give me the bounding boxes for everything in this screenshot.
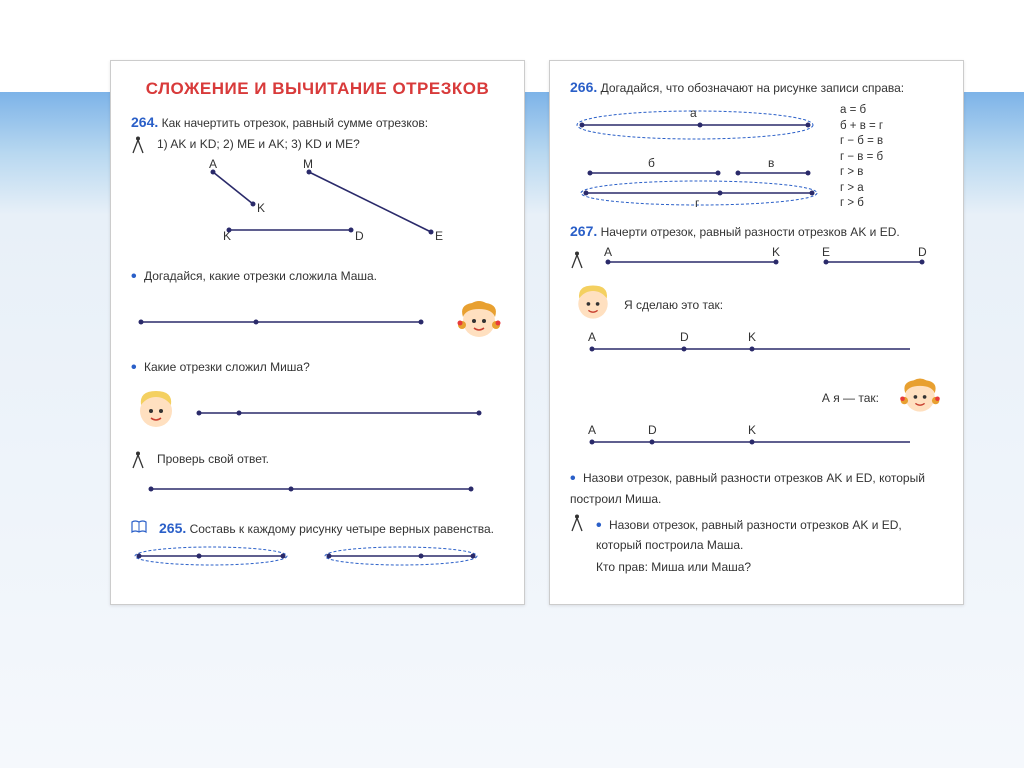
ex-text: Составь к каждому рисунку четыре верных … xyxy=(190,522,494,536)
svg-text:K: K xyxy=(748,331,756,344)
q1-text: Назови отрезок, равный разности отрезков… xyxy=(570,471,925,505)
eqn: г − в = б xyxy=(840,150,883,166)
exercise-265: 265. Составь к каждому рисунку четыре ве… xyxy=(131,518,504,568)
left-page: СЛОЖЕНИЕ И ВЫЧИТАНИЕ ОТРЕЗКОВ 264. Как н… xyxy=(110,60,525,605)
eqn: а = б xyxy=(840,103,883,119)
svg-text:E: E xyxy=(435,229,443,243)
ex-num: 267. xyxy=(570,223,597,239)
eqn: г > в xyxy=(840,165,883,181)
q2-row: • Какие отрезки сложил Миша? xyxy=(131,356,504,379)
svg-text:D: D xyxy=(648,424,657,437)
svg-text:D: D xyxy=(918,246,927,259)
diagram-266: а б в г xyxy=(570,103,830,213)
check-segment xyxy=(131,475,491,503)
misha-construction: A D K xyxy=(570,331,930,361)
svg-text:E: E xyxy=(822,246,830,259)
compass-icon xyxy=(131,451,149,469)
boy-avatar xyxy=(570,280,616,331)
ex-items: 1) AK и KD; 2) ME и AK; 3) KD и ME? xyxy=(157,136,360,153)
ex-text: Догадайся, что обозначают на рисунке зап… xyxy=(601,81,905,95)
compass-icon xyxy=(570,251,588,269)
bullet-icon: • xyxy=(131,359,137,376)
svg-text:A: A xyxy=(588,331,596,344)
q3-row: Проверь свой ответ. xyxy=(131,451,504,469)
q3-text: Кто прав: Миша или Маша? xyxy=(596,559,943,576)
q2-text: Какие отрезки сложил Миша? xyxy=(144,360,310,374)
q2-text: Назови отрезок, равный разности отрезков… xyxy=(596,518,902,552)
compass-icon xyxy=(131,136,149,154)
boy-avatar xyxy=(131,385,181,440)
page-title: СЛОЖЕНИЕ И ВЫЧИТАНИЕ ОТРЕЗКОВ xyxy=(131,77,504,102)
q1-text: Догадайся, какие отрезки сложила Маша. xyxy=(144,269,377,283)
svg-text:K: K xyxy=(257,201,265,215)
masha-construction: A D K xyxy=(570,424,930,454)
svg-text:б: б xyxy=(648,156,655,170)
exercise-266: 266. Догадайся, что обозначают на рисунк… xyxy=(570,77,943,213)
equation-list: а = б б + в = г г − б = в г − в = б г > … xyxy=(840,103,883,213)
svg-text:A: A xyxy=(209,157,217,171)
ex-text: Как начертить отрезок, равный сумме отре… xyxy=(162,116,429,130)
svg-text:а: а xyxy=(690,106,697,120)
bullet-icon: • xyxy=(570,470,576,487)
q2-row: • Назови отрезок, равный разности отрезк… xyxy=(570,514,943,576)
svg-text:M: M xyxy=(303,157,313,171)
svg-text:A: A xyxy=(604,246,612,259)
eqn: г > а xyxy=(840,181,883,197)
masha-say: А я — так: xyxy=(822,390,879,407)
girl-avatar xyxy=(897,373,943,424)
misha-say: Я сделаю это так: xyxy=(624,297,723,314)
q1-row: • Догадайся, какие отрезки сложила Маша. xyxy=(131,265,504,288)
ellipse-segment-1 xyxy=(131,544,291,568)
svg-text:D: D xyxy=(355,229,364,243)
exercise-267: 267. Начерти отрезок, равный разности от… xyxy=(570,221,943,576)
eqn: г − б = в xyxy=(840,134,883,150)
segments-diagram-264: A K M E K D xyxy=(131,154,491,254)
eqn: г > б xyxy=(840,196,883,212)
girl-avatar xyxy=(454,295,504,350)
q3-text: Проверь свой ответ. xyxy=(157,451,269,468)
ex-num: 265. xyxy=(159,520,186,536)
ex-num: 264. xyxy=(131,114,158,130)
right-page: 266. Догадайся, что обозначают на рисунк… xyxy=(549,60,964,605)
bullet-icon: • xyxy=(596,517,602,534)
ellipse-segment-2 xyxy=(321,544,481,568)
page-container: СЛОЖЕНИЕ И ВЫЧИТАНИЕ ОТРЕЗКОВ 264. Как н… xyxy=(0,0,1024,605)
bullet-icon: • xyxy=(131,268,137,285)
svg-text:в: в xyxy=(768,156,774,170)
svg-text:K: K xyxy=(772,246,780,259)
ex-text: Начерти отрезок, равный разности отрезко… xyxy=(601,225,900,239)
q1-row: • Назови отрезок, равный разности отрезк… xyxy=(570,467,943,508)
exercise-264: 264. Как начертить отрезок, равный сумме… xyxy=(131,112,504,508)
compass-icon xyxy=(570,514,588,532)
svg-text:г: г xyxy=(695,196,700,210)
svg-text:D: D xyxy=(680,331,689,344)
eqn: б + в = г xyxy=(840,119,883,135)
svg-text:K: K xyxy=(748,424,756,437)
misha-segment xyxy=(189,399,489,427)
svg-text:A: A xyxy=(588,424,596,437)
segments-ak-ed: A K E D xyxy=(596,246,936,274)
masha-segment xyxy=(131,308,431,336)
ex-num: 266. xyxy=(570,79,597,95)
book-icon xyxy=(131,518,151,535)
